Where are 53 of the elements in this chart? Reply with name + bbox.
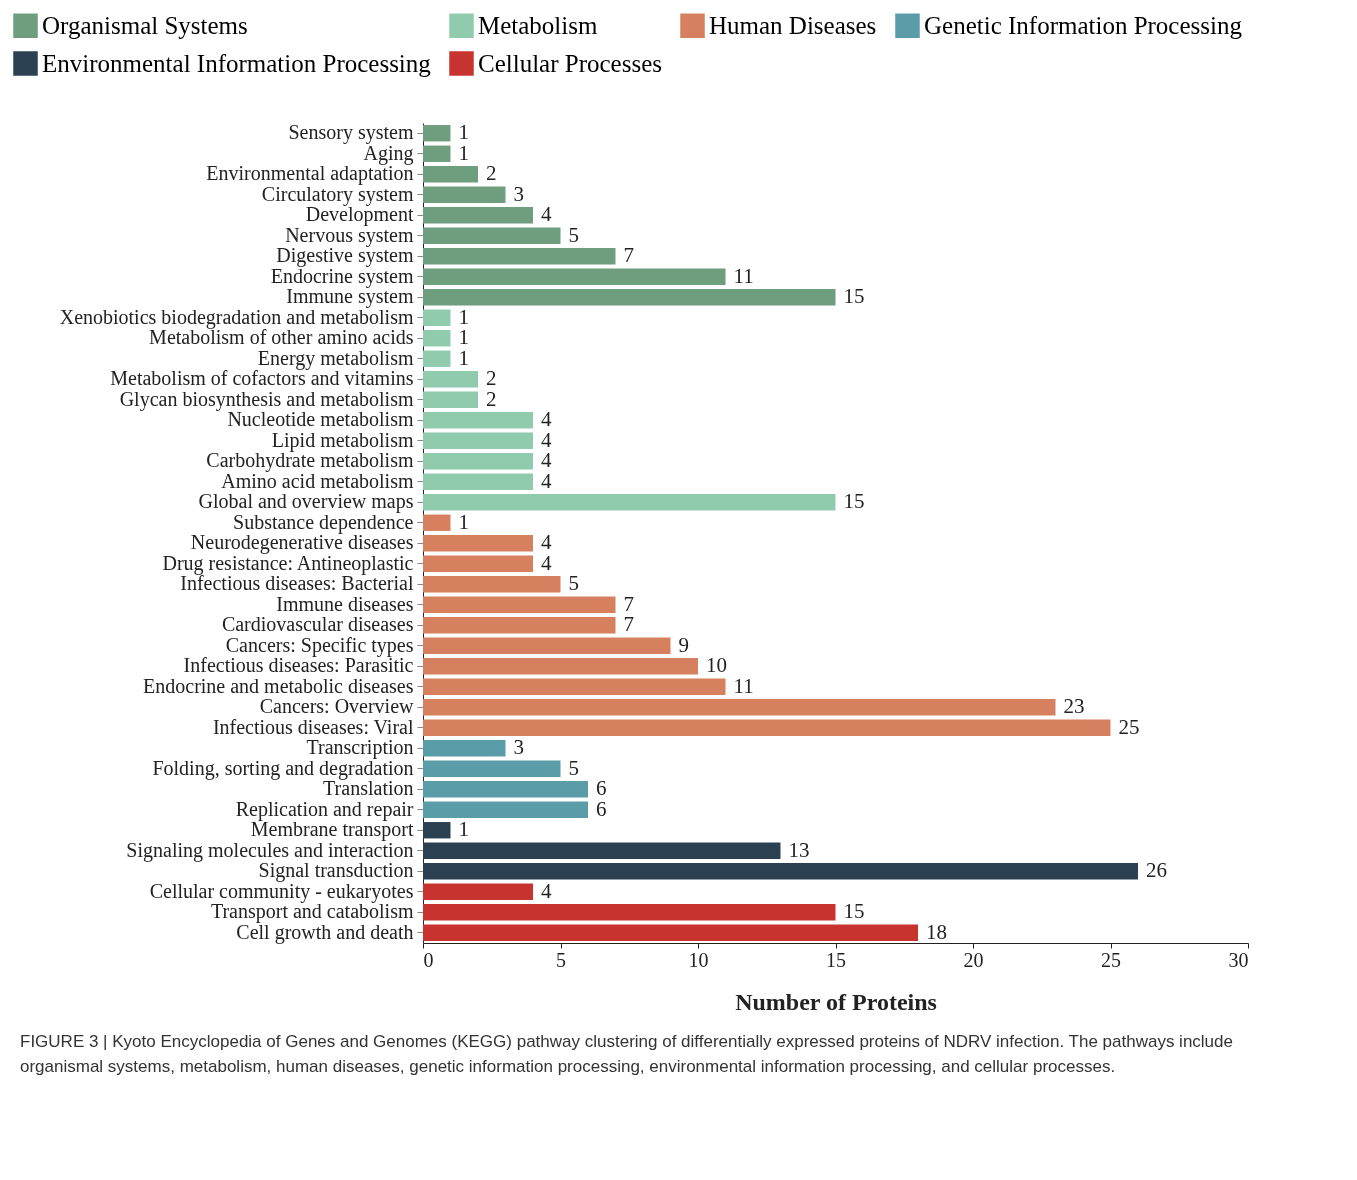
data-label: 5 [568,571,579,596]
y-tick-label: Cancers: Specific types [225,633,414,657]
y-tick-label: Glycan biosynthesis and metabolism [119,387,414,411]
data-label: 3 [513,181,524,206]
legend-label: Human Diseases [709,11,877,39]
y-tick-label: Nucleotide metabolism [227,408,414,431]
y-tick-label: Replication and repair [235,797,414,821]
data-label: 3 [513,735,524,760]
x-axis-title: Number of Proteins [735,988,937,1015]
legend-label: Environmental Information Processing [42,49,432,77]
data-label: 15 [843,899,865,924]
data-label: 23 [1063,694,1085,719]
x-tick-label: 25 [1101,948,1121,971]
data-label: 2 [486,161,497,186]
x-tick-label: 20 [963,948,984,971]
data-label: 7 [623,243,634,268]
y-tick-label: Endocrine and metabolic diseases [143,674,414,697]
y-tick-label: Signal transduction [258,859,414,883]
data-label: 10 [706,653,727,678]
legend-label: Metabolism [478,11,598,39]
legend-label: Organismal Systems [42,11,248,39]
data-label: 15 [843,284,865,309]
data-label: 5 [568,755,579,780]
data-label: 15 [843,489,865,514]
data-label: 11 [733,673,754,698]
data-label: 26 [1146,858,1167,883]
data-label: 13 [788,837,810,862]
data-label: 5 [568,222,579,247]
y-tick-label: Global and overview maps [198,490,414,514]
y-tick-label: Lipid metabolism [271,428,414,452]
legend-label: Cellular Processes [478,49,662,77]
y-tick-label: Cancers: Overview [259,695,415,718]
legend-label: Genetic Information Processing [924,11,1243,39]
y-tick-label: Infectious diseases: Viral [212,715,414,738]
x-tick-label: 10 [688,948,709,971]
data-label: 18 [926,919,947,944]
data-label: 4 [541,202,552,227]
data-label: 4 [541,878,552,903]
data-label: 11 [733,263,754,288]
caption: FIGURE 3 | Kyoto Encyclopedia of Genes and Genomes (KEGG) pathway clustering of differentially expressed proteins of NDRV infection. The pathways include organismal systems, metabolism, human diseases, genetic information processing, environmental information processing, and cellular processes. [19,1031,1234,1078]
x-tick-label: 0 [423,948,434,971]
y-tick-label: Immune diseases [276,592,414,615]
y-tick-label: Transcription [306,736,414,760]
data-label: 9 [678,632,689,657]
data-label: 1 [458,509,469,534]
y-tick-label: Cardiovascular diseases [221,613,414,636]
y-tick-label: Energy metabolism [257,346,414,370]
x-tick-label: 30 [1228,948,1249,971]
x-tick-label: 15 [826,948,846,971]
data-label: 25 [1118,714,1140,739]
x-tick-label: 5 [556,948,566,971]
data-label: 1 [458,817,469,842]
y-tick-label: Sensory system [288,121,414,145]
